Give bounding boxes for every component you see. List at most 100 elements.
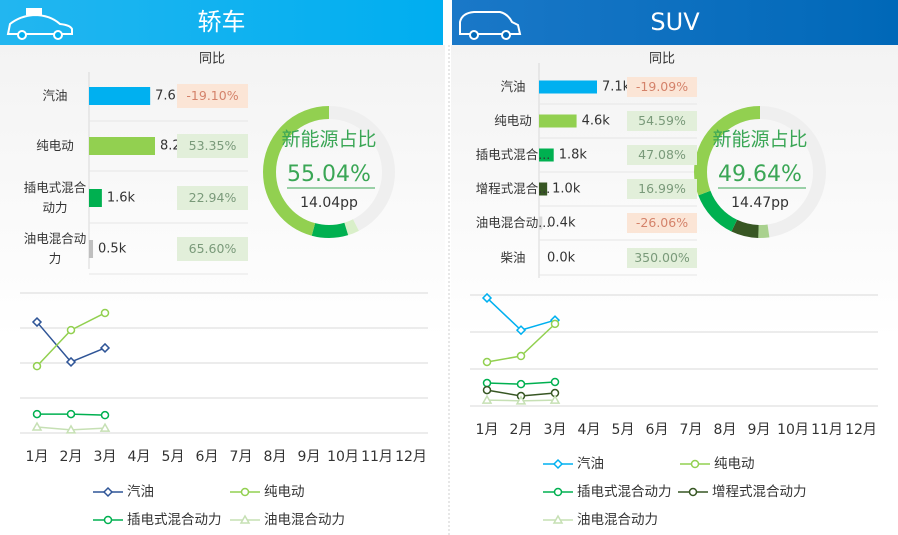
bar [539,216,543,230]
bar [539,182,548,196]
legend-label: 汽油 [127,484,154,500]
line-point [515,395,527,405]
line-point [32,409,42,419]
bar-label: 油电混合动力 [23,231,87,266]
bar-value-label: 0.5k [98,242,127,257]
line-point [550,377,560,387]
line-point [31,316,43,328]
line-point [100,410,110,420]
bar-value-label: 7.1k [602,80,631,95]
yoy-cell: 16.99% [627,179,697,199]
bar-label: 柴油 [500,250,526,265]
x-tick-label: 12月 [845,422,877,438]
legend-marker [102,486,114,498]
line-point [516,379,526,389]
line-point [66,409,76,419]
yoy-cell: 47.08% [627,145,697,165]
x-tick-label: 9月 [298,449,321,465]
x-tick-label: 3月 [94,449,117,465]
legend-marker [103,515,113,525]
legend-marker [553,487,563,497]
bar-value-label: 0.4k [547,216,576,231]
yoy-cell: -19.09% [627,77,697,97]
x-tick-label: 4月 [128,449,151,465]
bar [539,148,554,162]
bar-value-label: 1.8k [559,148,588,163]
line-point [65,356,77,368]
x-tick-label: 10月 [777,422,809,438]
x-tick-label: 1月 [26,449,49,465]
line-point [482,357,492,367]
x-tick-label: 1月 [476,422,499,438]
x-tick-label: 8月 [714,422,737,438]
x-tick-label: 2月 [60,449,83,465]
line-point [32,361,42,371]
bar-label: 增程式混合... [475,181,551,196]
legend-label: 油电混合动力 [264,512,345,528]
line-point [481,292,493,304]
x-tick-label: 2月 [510,422,533,438]
legend-marker [690,459,700,469]
x-tick-label: 6月 [646,422,669,438]
legend-label: 汽油 [577,456,604,472]
line-point [100,308,110,318]
donut-title: 新能源占比 [281,129,376,151]
x-tick-label: 9月 [748,422,771,438]
bar [539,114,577,128]
legend-label: 插电式混合动力 [577,484,672,500]
line-point [99,342,111,354]
line-point [516,351,526,361]
legend-marker [240,487,250,497]
donut-segment [263,106,395,238]
line-point [482,385,492,395]
donut-note: 14.04pp [300,195,358,211]
line-point [99,422,111,432]
yoy-cell: 350.00% [627,248,697,268]
x-tick-label: 11月 [361,449,393,465]
donut-segment [263,106,395,238]
x-tick-label: 11月 [811,422,843,438]
x-tick-label: 6月 [196,449,219,465]
bar [539,80,597,94]
line-point [515,325,527,336]
line-point [31,421,43,431]
legend-label: 纯电动 [264,484,305,500]
bar-label: 插电式混合动力 [23,180,87,215]
legend-marker [552,458,564,470]
bar-label: 汽油 [500,79,526,94]
legend-label: 纯电动 [714,456,755,472]
line-point [482,378,492,388]
legend-label: 油电混合动力 [577,512,658,528]
bar [89,240,94,258]
line-point [481,394,493,404]
bar-value-label: 0.0k [547,251,576,266]
yoy-cell: 65.60% [177,237,248,261]
line-point [549,394,561,404]
bar-label: 纯电动 [36,138,74,153]
bar-value-label: 1.0k [552,182,581,197]
donut-note: 14.47pp [731,195,789,211]
car-icon [6,8,73,40]
x-tick-label: 7月 [230,449,253,465]
legend-marker [552,514,564,524]
bar-label: 油电混合动... [475,215,551,230]
legend-label: 增程式混合动力 [712,484,807,500]
donut-segment [694,106,826,238]
x-tick-label: 7月 [680,422,703,438]
line-point [65,424,77,434]
yoy-cell: -19.10% [177,84,248,108]
line-point [66,325,76,335]
panel-header: SUV [452,0,898,45]
bar-label: 插电式混合... [475,147,551,162]
legend-marker [239,514,251,524]
line-point [550,319,560,329]
donut-value: 55.04% [287,162,371,187]
bar-label: 纯电动 [494,113,532,128]
x-tick-label: 4月 [578,422,601,438]
bar [89,189,102,207]
x-tick-label: 12月 [395,449,427,465]
yoy-cell: 54.59% [627,111,697,131]
x-tick-label: 10月 [327,449,359,465]
bar-value-label: 1.6k [107,191,136,206]
